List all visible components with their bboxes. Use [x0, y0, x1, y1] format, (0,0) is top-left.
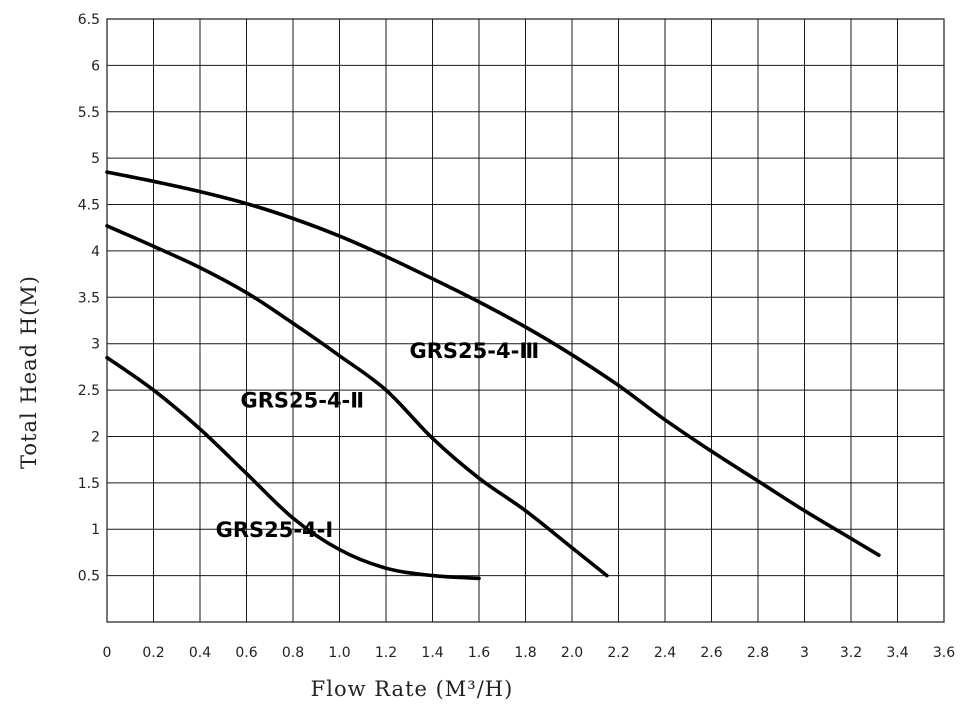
y-tick-label: 2	[91, 429, 100, 445]
x-tick-label: 1.4	[421, 645, 443, 661]
series-label-3: GRS25-4-Ⅲ	[410, 339, 540, 363]
x-tick-label: 2.8	[747, 645, 769, 661]
series-label-1: GRS25-4-I	[216, 518, 334, 542]
x-tick-label: 3.6	[933, 645, 955, 661]
y-tick-label: 2.5	[78, 383, 100, 399]
x-tick-label: 1.0	[328, 645, 350, 661]
curve-series-2	[105, 224, 609, 578]
x-tick-label: 1.2	[375, 645, 397, 661]
x-tick-label: 2.6	[700, 645, 722, 661]
series-label-2: GRS25-4-Ⅱ	[240, 388, 364, 412]
y-tick-label: 6.5	[78, 12, 100, 28]
y-tick-label: 1	[91, 522, 100, 538]
x-tick-label: 0	[103, 645, 112, 661]
plot-frame	[106, 18, 945, 623]
x-tick-label: 1.8	[514, 645, 536, 661]
x-tick-label: 3.2	[840, 645, 862, 661]
x-tick-label: 3.4	[886, 645, 908, 661]
y-tick-label: 1.5	[78, 476, 100, 492]
x-tick-label: 1.6	[468, 645, 490, 661]
x-tick-label: 0.2	[142, 645, 164, 661]
y-tick-label: 0.5	[78, 569, 100, 585]
x-tick-label: 2.2	[607, 645, 629, 661]
x-tick-label: 3	[800, 645, 809, 661]
x-axis-label: Flow Rate (M³/H)	[311, 677, 514, 701]
y-tick-label: 4	[91, 244, 100, 260]
curve-series-3	[105, 170, 881, 557]
y-axis-label: Total Head H(M)	[17, 275, 41, 469]
x-tick-label: 2.0	[561, 645, 583, 661]
y-tick-label: 3.5	[78, 290, 100, 306]
pump-curves	[105, 170, 881, 581]
y-tick-label: 4.5	[78, 198, 100, 214]
x-tick-label: 0.8	[282, 645, 304, 661]
y-tick-label: 5.5	[78, 105, 100, 121]
x-tick-label: 0.4	[189, 645, 211, 661]
grid	[106, 18, 945, 623]
x-tick-label: 2.4	[654, 645, 676, 661]
y-tick-label: 3	[91, 337, 100, 353]
y-tick-label: 6	[91, 58, 100, 74]
x-tick-labels: 0 0.2 0.4 0.6 0.8 1.0 1.2 1.4 1.6 1.8 2.0 2.2 2.4 2.6…	[103, 645, 956, 661]
y-tick-labels: 0.5 1 1.5 2 2.5 3 3.5 4 4.5 5 5.5 6 6.5	[78, 12, 100, 585]
x-tick-label: 0.6	[235, 645, 257, 661]
curve-series-1	[105, 355, 481, 581]
y-tick-label: 5	[91, 151, 100, 167]
series-labels: GRS25-4-I GRS25-4-Ⅱ GRS25-4-Ⅲ	[216, 339, 540, 542]
